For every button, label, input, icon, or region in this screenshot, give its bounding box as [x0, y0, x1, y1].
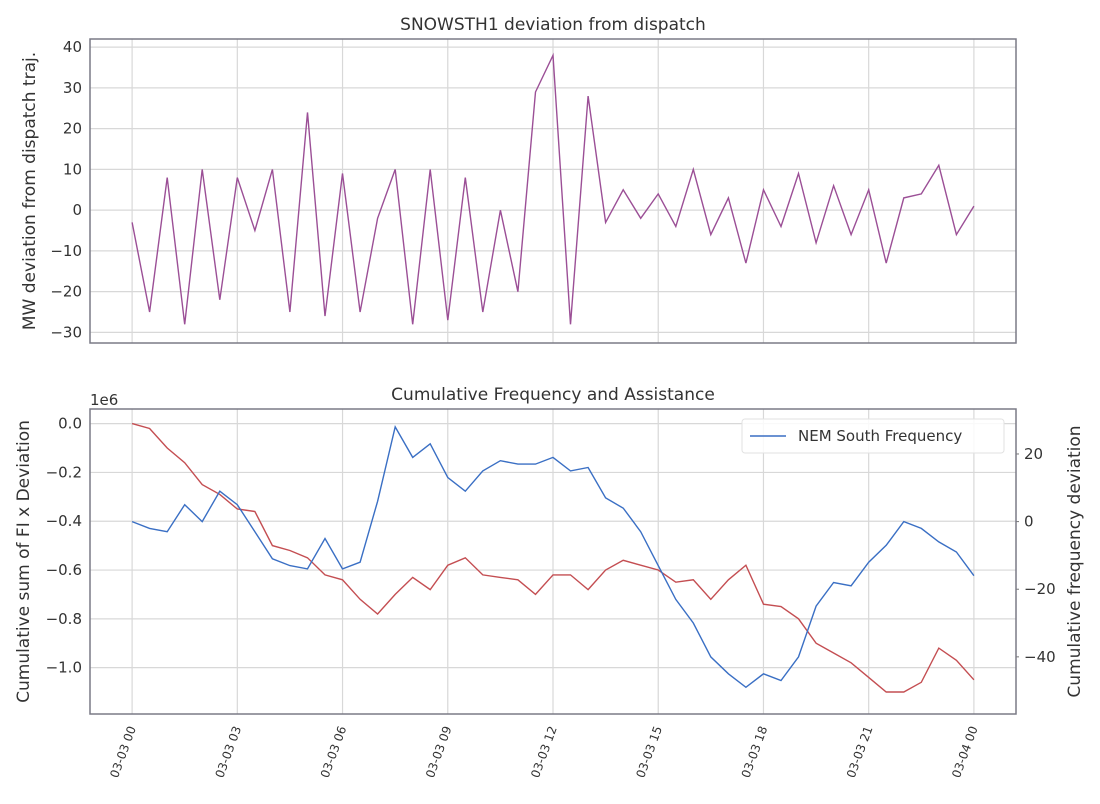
y-tick-label: 40 [63, 38, 82, 56]
x-tick-label: 03-03 15 [633, 724, 665, 779]
y-tick-label: −20 [50, 283, 82, 301]
y-tick-label: −0.6 [46, 561, 82, 579]
legend-label: NEM South Frequency [798, 427, 962, 445]
y-tick-label: 30 [63, 79, 82, 97]
x-tick-label: 03-03 06 [318, 724, 350, 779]
y2-tick-label: −20 [1024, 580, 1056, 598]
plot-frame [89, 38, 1017, 344]
x-tick-label: 03-03 18 [739, 724, 771, 779]
y-offset-label: 1e6 [90, 391, 118, 409]
y-tick-label: −1.0 [46, 659, 82, 677]
y-tick-label: 0.0 [58, 415, 82, 433]
y-axis-label: Cumulative sum of FI x Deviation [14, 420, 34, 703]
x-tick-label: 03-03 09 [423, 724, 455, 779]
y2-tick-label: −40 [1024, 648, 1056, 666]
legend-box [741, 418, 1005, 454]
chart-title: Cumulative Frequency and Assistance [391, 385, 715, 405]
x-tick-label: 03-04 00 [949, 724, 981, 779]
y-axis-label: MW deviation from dispatch traj. [20, 52, 40, 330]
series-line [131, 425, 975, 689]
y-tick-label: −10 [50, 242, 82, 260]
x-tick-label: 03-03 21 [844, 724, 876, 779]
chart-title: SNOWSTH1 deviation from dispatch [400, 15, 706, 35]
y-tick-label: −0.4 [46, 512, 82, 530]
plot-frame [89, 408, 1017, 715]
y-tick-label: 20 [63, 120, 82, 138]
series-line [131, 52, 975, 325]
x-tick-label: 03-03 03 [213, 724, 245, 779]
series-line [131, 422, 975, 693]
y-tick-label: 0 [72, 201, 82, 219]
y2-axis-label: Cumulative frequency deviation [1065, 425, 1085, 697]
y-tick-label: −0.2 [46, 463, 82, 481]
x-tick-label: 03-03 12 [528, 724, 560, 779]
y-tick-label: 10 [63, 160, 82, 178]
y-tick-label: −0.8 [46, 610, 82, 628]
y-tick-label: −30 [50, 323, 82, 341]
x-tick-label: 03-03 00 [107, 724, 139, 779]
y2-tick-label: 20 [1024, 445, 1043, 463]
y2-tick-label: 0 [1024, 513, 1034, 531]
